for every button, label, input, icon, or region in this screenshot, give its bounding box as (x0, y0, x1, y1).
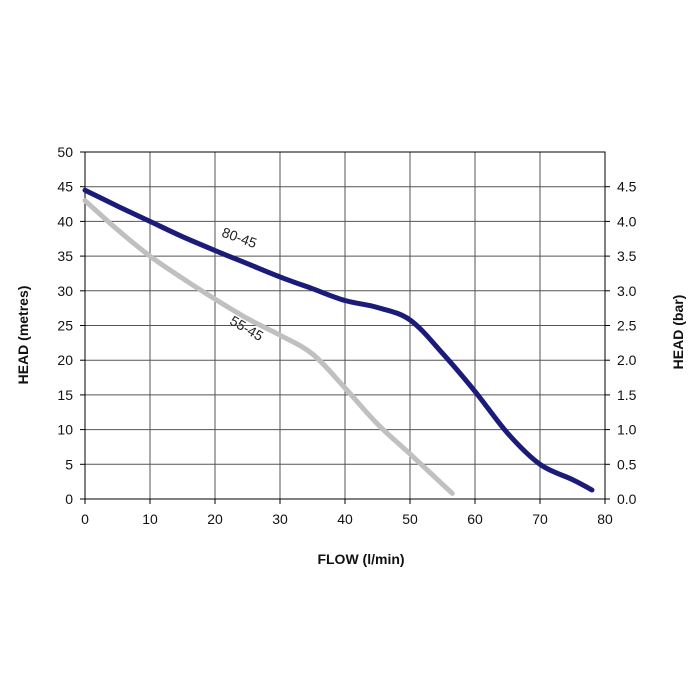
y-tick-label: 30 (57, 283, 73, 299)
x-axis-title: FLOW (l/min) (317, 551, 404, 567)
y2-tick-label: 1.0 (617, 422, 637, 438)
y-tick-label: 0 (65, 491, 73, 507)
x-tick-label: 40 (337, 511, 353, 527)
y2-tick-label: 2.0 (617, 352, 637, 368)
y2-tick-label: 3.0 (617, 283, 637, 299)
x-tick-label: 0 (81, 511, 89, 527)
y-axis-title-left: HEAD (metres) (15, 286, 31, 385)
x-tick-label: 20 (207, 511, 223, 527)
y-tick-label: 45 (57, 179, 73, 195)
y-tick-label: 40 (57, 213, 73, 229)
y-axis-left: 0 5 10 15 20 25 30 35 40 45 50 (57, 144, 85, 507)
y2-tick-label: 0.5 (617, 456, 637, 472)
x-axis: 0 10 20 30 40 50 60 70 80 (81, 499, 613, 527)
x-tick-label: 80 (597, 511, 613, 527)
series-line-55-45 (82, 198, 455, 496)
y2-tick-label: 4.5 (617, 179, 637, 195)
y-tick-label: 10 (57, 422, 73, 438)
y2-tick-label: 3.5 (617, 248, 637, 264)
y-tick-label: 25 (57, 318, 73, 334)
y-axis-right: 0.0 0.5 1.0 1.5 2.0 2.5 3.0 3.5 4.0 4.5 (605, 179, 637, 507)
y-tick-label: 35 (57, 248, 73, 264)
y2-tick-label: 1.5 (617, 387, 637, 403)
x-tick-label: 50 (402, 511, 418, 527)
y-axis-title-right: HEAD (bar) (670, 295, 686, 370)
y-tick-label: 5 (65, 456, 73, 472)
y2-tick-label: 4.0 (617, 213, 637, 229)
x-tick-label: 60 (467, 511, 483, 527)
x-tick-label: 30 (272, 511, 288, 527)
series-lines (82, 187, 595, 496)
x-tick-label: 70 (532, 511, 548, 527)
x-tick-label: 10 (142, 511, 158, 527)
series-line-80-45 (82, 187, 595, 493)
y-tick-label: 15 (57, 387, 73, 403)
y-tick-label: 50 (57, 144, 73, 160)
grid (85, 152, 605, 499)
y-tick-label: 20 (57, 352, 73, 368)
y2-tick-label: 2.5 (617, 318, 637, 334)
y2-tick-label: 0.0 (617, 491, 637, 507)
